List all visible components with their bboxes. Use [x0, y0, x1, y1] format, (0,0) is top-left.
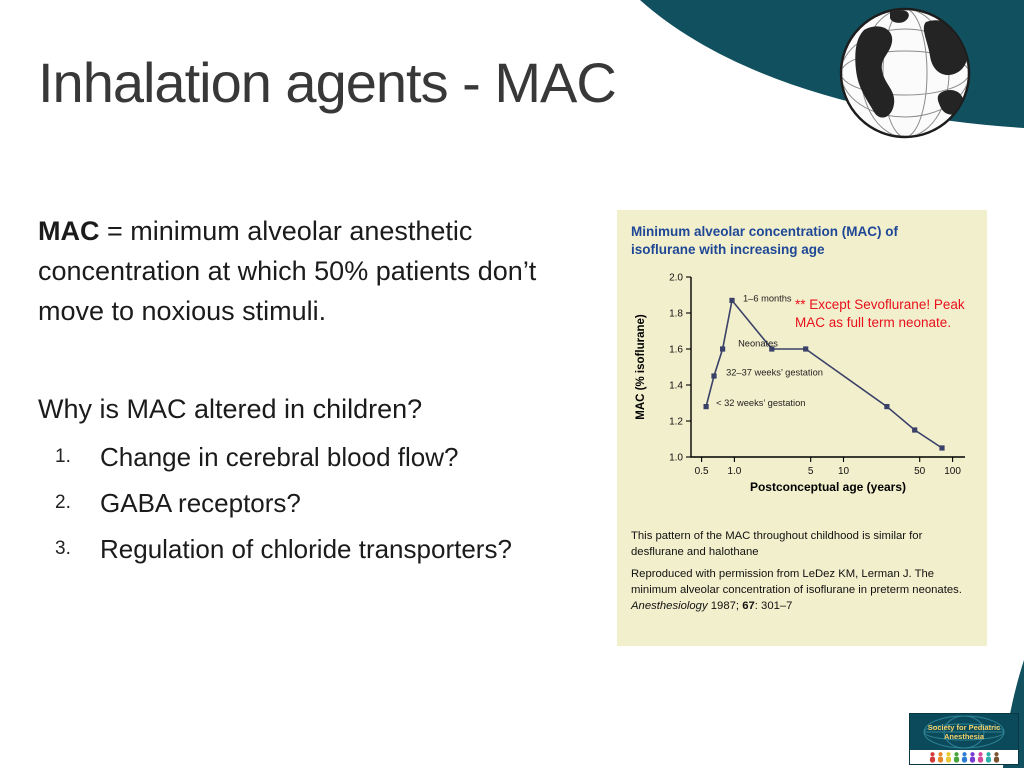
caption-text: Reproduced with permission from LeDez KM…: [631, 567, 962, 596]
globe-illustration: [839, 7, 971, 139]
svg-text:1.4: 1.4: [669, 380, 683, 391]
svg-text:50: 50: [914, 466, 926, 477]
svg-text:2.0: 2.0: [669, 272, 683, 283]
figure-caption-line2: Reproduced with permission from LeDez KM…: [631, 566, 973, 614]
spa-logo: Society for Pediatric Anesthesia: [909, 713, 1019, 765]
list-item-text: Regulation of chloride transporters?: [100, 534, 512, 564]
logo-person-icon: [937, 752, 943, 763]
svg-text:100: 100: [944, 466, 961, 477]
caption-pages: : 301–7: [754, 599, 793, 612]
mac-definition: MAC = minimum alveolar anesthetic concen…: [38, 212, 558, 332]
figure-caption-line1: This pattern of the MAC throughout child…: [631, 529, 923, 558]
svg-text:32–37 weeks’ gestation: 32–37 weeks’ gestation: [726, 367, 823, 377]
numbered-list: 1. Change in cerebral blood flow? 2. GAB…: [38, 439, 583, 567]
logo-person-icon: [977, 752, 983, 763]
list-item: 2. GABA receptors?: [38, 485, 583, 521]
svg-text:MAC (% isoflurane): MAC (% isoflurane): [635, 314, 647, 420]
mac-age-chart: 1.0 1.2 1.4 1.6 1.8 2.0 0.5 1.0 5 10 50 100 1–6 mont…: [631, 265, 973, 514]
svg-text:1–6 months: 1–6 months: [743, 293, 792, 303]
caption-volume: 67: [742, 599, 755, 612]
svg-text:1.0: 1.0: [727, 466, 741, 477]
svg-text:1.8: 1.8: [669, 308, 683, 319]
logo-globe-icon: [923, 715, 1005, 749]
logo-person-icon: [961, 752, 967, 763]
figure-title: Minimum alveolar concentration (MAC) of …: [631, 224, 899, 257]
body-text: MAC = minimum alveolar anesthetic concen…: [38, 212, 583, 567]
list-item: 1. Change in cerebral blood flow?: [38, 439, 583, 475]
logo-person-icon: [953, 752, 959, 763]
svg-text:1.6: 1.6: [669, 344, 683, 355]
svg-text:10: 10: [838, 466, 850, 477]
svg-text:0.5: 0.5: [695, 466, 709, 477]
logo-person-icon: [945, 752, 951, 763]
logo-person-icon: [993, 752, 999, 763]
svg-text:1.0: 1.0: [669, 452, 683, 463]
svg-text:Neonates: Neonates: [738, 338, 778, 348]
spa-logo-text: Society for Pediatric Anesthesia: [927, 723, 1001, 742]
svg-text:Postconceptual age (years): Postconceptual age (years): [750, 480, 906, 494]
list-item: 3. Regulation of chloride transporters?: [38, 531, 583, 567]
list-item-number: 3.: [55, 538, 71, 559]
logo-person-icon: [985, 752, 991, 763]
slide-title: Inhalation agents - MAC: [38, 51, 617, 114]
question-text: Why is MAC altered in children?: [38, 393, 423, 424]
sevoflurane-note: ** Except Sevoflurane! Peak MAC as full …: [795, 297, 965, 330]
spa-logo-figures: [910, 750, 1018, 764]
caption-year: 1987;: [707, 599, 743, 612]
caption-journal: Anesthesiology: [631, 599, 708, 612]
mac-definition-rest: = minimum alveolar anesthetic concentrat…: [38, 216, 537, 326]
svg-text:5: 5: [808, 466, 814, 477]
list-item-text: GABA receptors?: [100, 488, 301, 518]
logo-person-icon: [929, 752, 935, 763]
svg-text:< 32 weeks’ gestation: < 32 weeks’ gestation: [716, 398, 805, 408]
list-item-text: Change in cerebral blood flow?: [100, 442, 459, 472]
list-item-number: 2.: [55, 492, 71, 513]
logo-person-icon: [969, 752, 975, 763]
list-item-number: 1.: [55, 446, 71, 467]
figure-panel: Minimum alveolar concentration (MAC) of …: [617, 210, 987, 646]
svg-text:1.2: 1.2: [669, 416, 683, 427]
mac-term: MAC: [38, 216, 100, 246]
